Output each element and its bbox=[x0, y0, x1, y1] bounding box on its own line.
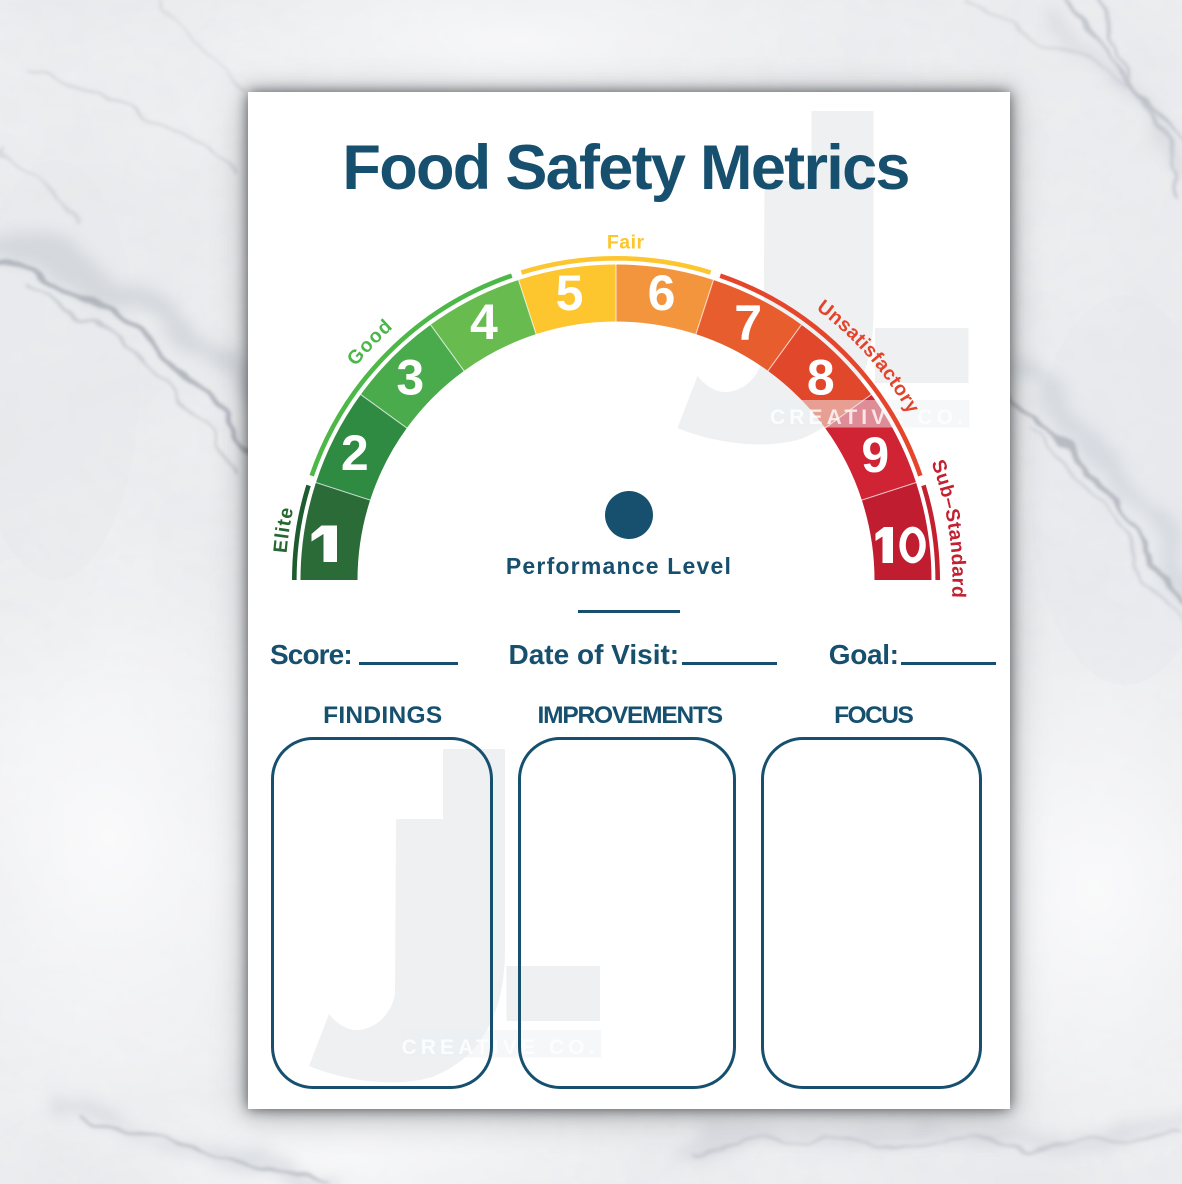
svg-text:5: 5 bbox=[556, 265, 584, 321]
svg-text:7: 7 bbox=[734, 295, 762, 351]
svg-text:3: 3 bbox=[396, 349, 424, 405]
svg-text:6: 6 bbox=[648, 265, 676, 321]
svg-text:CREATIVE CO.: CREATIVE CO. bbox=[770, 406, 967, 429]
svg-text:9: 9 bbox=[861, 427, 889, 483]
svg-text:2: 2 bbox=[341, 425, 369, 481]
svg-text:Fair: Fair bbox=[607, 231, 645, 253]
svg-text:4: 4 bbox=[470, 294, 498, 350]
svg-text:8: 8 bbox=[807, 349, 835, 405]
